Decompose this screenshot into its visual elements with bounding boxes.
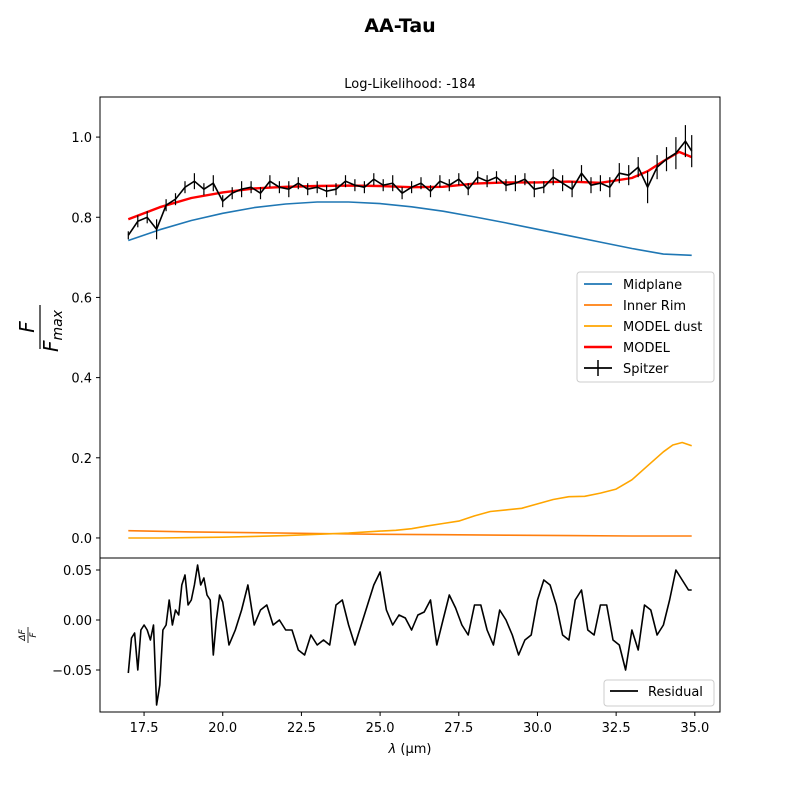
main-y-tick-label-4: 0.8: [71, 211, 92, 226]
residual-plot-frame: [99, 557, 721, 713]
legend-label-model-dust: MODEL dust: [623, 320, 702, 335]
main-plot-marks: [127, 125, 693, 539]
x-tick-label-0: 17.5: [130, 721, 159, 736]
residual-panel: −0.05 0.00 0.05 17.5 20.0 22.5 25.0 27.5 30.0 32…: [52, 557, 721, 736]
series-residual-line: [127, 564, 692, 706]
series-midplane-line: [128, 201, 692, 257]
residual-y-tick-label-2: 0.05: [63, 564, 92, 579]
legend-label-spitzer: Spitzer: [623, 362, 669, 377]
legend-label-inner-rim: Inner Rim: [623, 299, 686, 314]
residual-y-axis-label: ΔF F: [18, 627, 39, 643]
x-tick-label-5: 30.0: [523, 721, 552, 736]
main-y-tick-label-5: 1.0: [71, 131, 92, 146]
series-spitzer: [127, 125, 693, 240]
x-tick-label-3: 25.0: [366, 721, 395, 736]
residual-y-tick-label-1: 0.00: [63, 614, 92, 629]
residual-plot-marks: [127, 564, 692, 706]
series-model-dust-line: [128, 441, 692, 539]
legend-item-model-dust: MODEL dust: [584, 320, 702, 335]
y-label-denominator: Fmax: [39, 309, 66, 352]
y-label-numerator: F: [15, 321, 39, 333]
legend-item-model: MODEL: [584, 341, 671, 356]
main-y-tick-label-0: 0.0: [71, 532, 92, 547]
legend-item-inner-rim: Inner Rim: [584, 299, 686, 314]
figure-title: AA-Tau: [364, 15, 435, 37]
x-tick-label-7: 35.0: [680, 721, 709, 736]
residual-y-label-denominator: F: [29, 632, 39, 638]
residual-y-label-numerator: ΔF: [18, 629, 28, 642]
residual-y-tick-label-0: −0.05: [52, 664, 92, 679]
series-inner-rim-line: [128, 529, 692, 537]
x-tick-label-4: 27.5: [444, 721, 473, 736]
series-model-line: [127, 150, 693, 221]
main-y-tick-label-2: 0.4: [71, 372, 92, 387]
residual-y-axis: −0.05 0.00 0.05: [52, 564, 100, 679]
legend-item-spitzer: Spitzer: [584, 360, 669, 377]
legend-item-midplane: Midplane: [584, 278, 682, 293]
main-panel-title: Log-Likelihood: -184: [344, 77, 475, 92]
main-y-tick-label-1: 0.2: [71, 452, 92, 467]
main-y-axis-label: F Fmax: [15, 305, 66, 352]
main-y-tick-label-3: 0.6: [71, 291, 92, 306]
main-legend-box: [576, 271, 715, 383]
x-tick-label-1: 20.0: [208, 721, 237, 736]
legend-label-midplane: Midplane: [623, 278, 682, 293]
x-tick-label-2: 22.5: [287, 721, 316, 736]
main-y-axis: 0.0 0.2 0.4 0.6 0.8 1.0: [71, 131, 100, 547]
legend-item-residual: Residual: [610, 685, 703, 700]
main-panel: 0.0 0.2 0.4 0.6 0.8 1.0: [71, 96, 721, 559]
x-tick-label-6: 32.5: [602, 721, 631, 736]
x-axis: 17.5 20.0 22.5 25.0 27.5 30.0 32.5 35.0: [130, 712, 709, 736]
x-axis-label: λ (μm): [388, 742, 432, 757]
residual-legend: Residual: [603, 679, 715, 707]
legend-label-model: MODEL: [623, 341, 671, 356]
main-legend: Midplane Inner Rim MODEL dust MODEL Spitzer: [576, 271, 715, 383]
legend-label-residual: Residual: [648, 685, 703, 700]
residual-legend-box: [603, 679, 715, 707]
